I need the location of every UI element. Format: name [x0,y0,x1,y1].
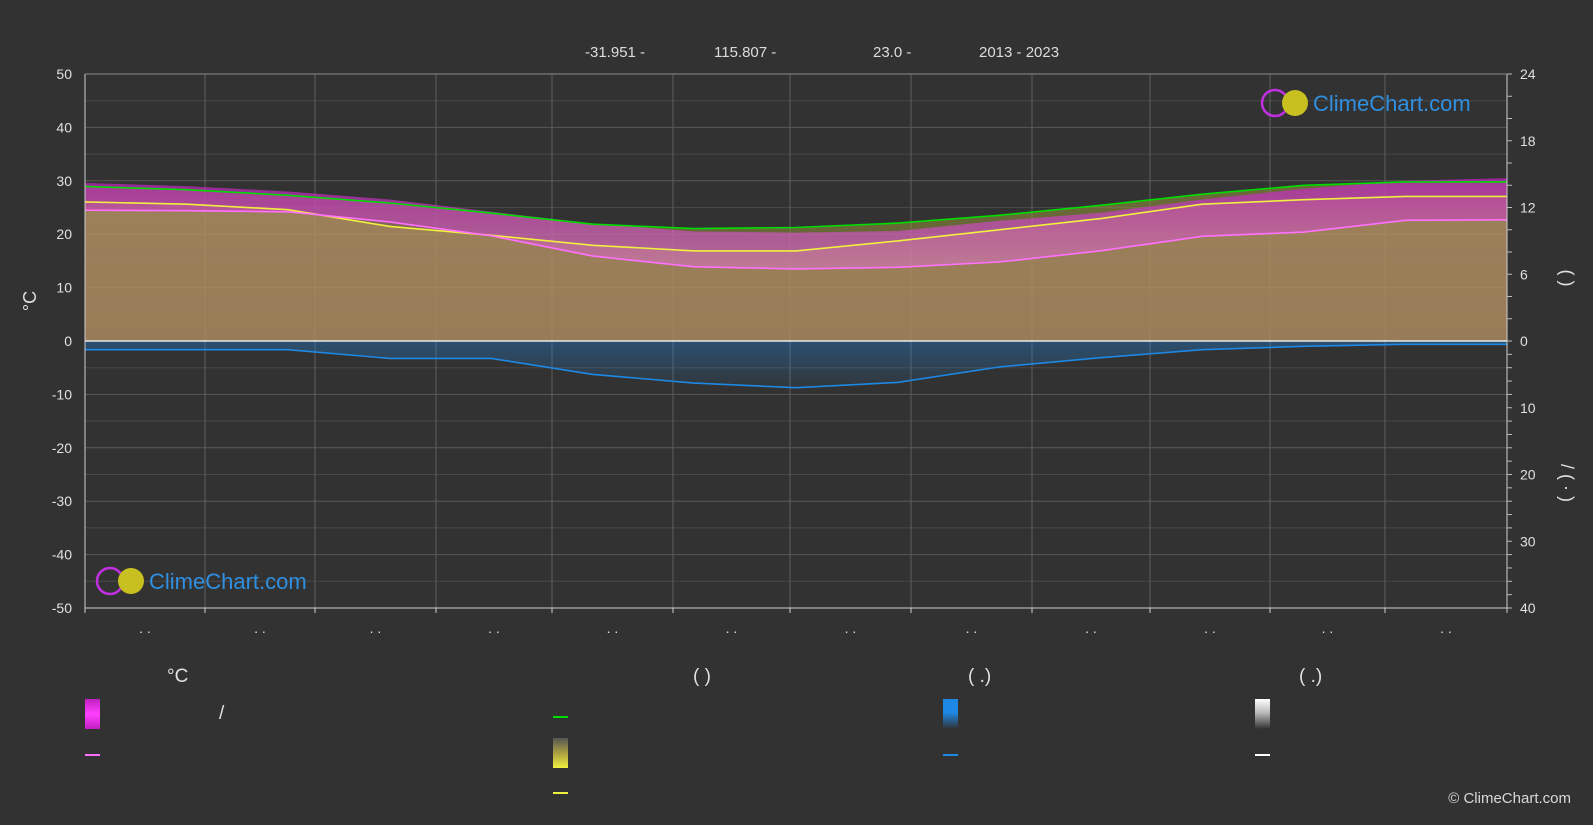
legend-rain-swatch [943,699,958,729]
mean-temperature-line [84,209,1508,270]
brand-text-bottom: ClimeChart.com [149,569,307,594]
brand-logo-top: ClimeChart.com [1260,88,1471,118]
climate-chart: 50 40 30 20 10 0 -10 -20 -30 -40 -50 24 18 12 6 0 10 20 30… [20,66,1577,636]
left-tick-label: -50 [52,600,72,616]
header-longitude: 115.807 - [714,44,777,61]
right-tick-label-hours: 12 [1520,200,1536,216]
legend-snow-mean-line [1255,754,1270,756]
right-tick-label-hours: 0 [1520,333,1528,349]
right-axis-title-hours: ( ) [1557,270,1577,287]
daylight-line [84,181,1507,230]
left-tick-label: 0 [64,333,72,349]
legend-temp-range-swatch [85,699,100,729]
left-tick-label: -40 [52,547,72,563]
left-tick-label: -30 [52,493,72,509]
left-tick-label: 50 [56,66,72,82]
right-tick-label-precip: 10 [1520,400,1536,416]
copyright: © ClimeChart.com [1448,790,1571,807]
legend-daylight-line [553,716,568,718]
legend-sunshine-mean-line [553,792,568,794]
left-tick-label: 30 [56,173,72,189]
month-tick-label: . . [1440,620,1452,636]
month-tick-label: . . [1322,620,1334,636]
precipitation-line [85,343,1507,389]
legend-temp-heading: °C [167,666,189,687]
left-tick-label: -20 [52,440,72,456]
brand-logo-bottom: ClimeChart.com [95,566,307,596]
header-latitude: -31.951 - [585,44,646,61]
left-tick-label: 10 [56,280,72,296]
precipitation-area [85,341,1507,388]
legend-temp-range-label: / [219,703,225,724]
right-tick-label-hours: 18 [1520,133,1536,149]
left-tick-label: 20 [56,226,72,242]
header-years: 2013 - 2023 [979,44,1060,61]
month-tick-label: . . [1204,620,1216,636]
month-tick-label: . . [370,620,382,636]
brand-text-top: ClimeChart.com [1313,91,1471,116]
legend-temp-mean-line [85,754,100,756]
month-tick-label: . . [607,620,619,636]
month-tick-label: . . [845,620,857,636]
legend-snow-heading: ( .) [1299,666,1323,687]
legend-rain-heading: ( .) [968,666,992,687]
header-elevation: 23.0 - [873,44,912,61]
left-tick-label: 40 [56,119,72,135]
month-tick-label: . . [726,620,738,636]
month-tick-label: . . [139,620,151,636]
left-axis-title: °C [20,291,40,311]
month-tick-label: . . [254,620,266,636]
legend-rain-mean-line [943,754,958,756]
right-tick-label-precip: 30 [1520,533,1536,549]
left-tick-label: -10 [52,386,72,402]
legend-snow-swatch [1255,699,1270,729]
legend-sunshine-swatch [553,738,568,768]
temperature-fill [85,210,1507,341]
month-tick-label: . . [966,620,978,636]
right-tick-label-precip: 20 [1520,467,1536,483]
legend-sun-heading: ( ) [693,666,711,687]
right-tick-label-precip: 40 [1520,600,1536,616]
right-tick-label-hours: 6 [1520,266,1528,282]
right-tick-label-hours: 24 [1520,66,1536,82]
month-tick-label: . . [1085,620,1097,636]
right-axis-title-precip: / ( · ) [1557,464,1577,502]
month-tick-label: . . [488,620,500,636]
